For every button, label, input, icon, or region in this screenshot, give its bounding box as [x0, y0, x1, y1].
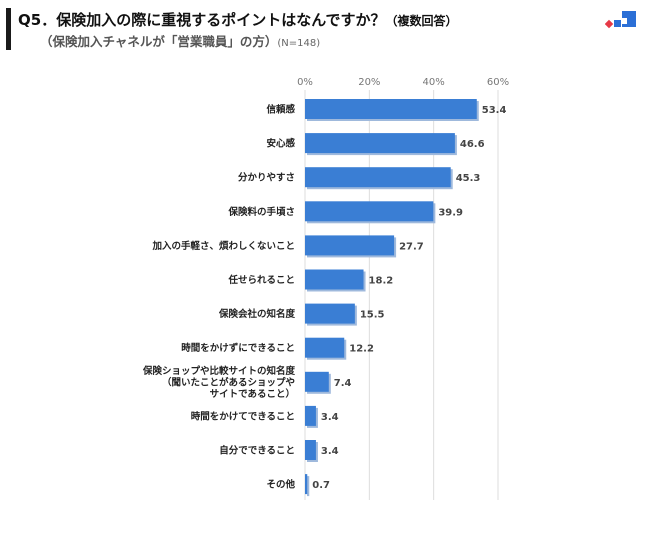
bar	[305, 235, 395, 256]
data-label: 46.6	[460, 139, 485, 150]
question-text: Q5．保険加入の際に重視するポイントはなんですか？	[18, 11, 386, 29]
bar	[305, 474, 308, 495]
bar	[305, 99, 477, 119]
bar	[305, 201, 434, 222]
bar	[305, 337, 345, 358]
category-label: 時間をかけてできること	[191, 410, 295, 422]
category-label: 加入の手軽さ、煩わしくないこと	[151, 240, 295, 252]
data-label: 3.4	[321, 446, 339, 457]
x-tick-label: 0%	[297, 77, 313, 88]
logo-white-notch	[622, 18, 627, 24]
category-label: 時間をかけずにできること	[181, 342, 295, 354]
bar	[305, 269, 364, 290]
bar	[305, 440, 316, 460]
data-label: 7.4	[334, 378, 352, 389]
x-tick-label: 60%	[487, 77, 509, 88]
chart-title: Q5．保険加入の際に重視するポイントはなんですか？（複数回答）	[18, 9, 457, 30]
bar	[305, 133, 455, 154]
category-label: 自分でできること	[219, 445, 295, 457]
chart-subtitle: （保険加入チャネルが「営業職員」の方）(N=148)	[40, 31, 320, 50]
data-label: 15.5	[360, 310, 385, 321]
category-label: 分かりやすさ	[238, 172, 295, 184]
title-accent-bar	[6, 8, 11, 50]
bar	[305, 167, 451, 188]
category-label: その他	[266, 479, 295, 491]
data-label: 45.3	[456, 173, 481, 184]
x-tick-label: 40%	[423, 77, 445, 88]
category-label: 安心感	[266, 138, 295, 150]
data-label: 53.4	[482, 105, 507, 116]
data-label: 0.7	[312, 480, 330, 491]
brand-logo	[605, 11, 636, 29]
question-note: （複数回答）	[385, 14, 458, 28]
bar-shadow	[307, 476, 310, 497]
category-label: （聞いたことがあるショップや	[162, 376, 295, 388]
logo-blue-small	[614, 20, 621, 27]
bar	[305, 371, 329, 392]
category-label: 保険ショップや比較サイトの知名度	[142, 365, 296, 377]
category-label: 保険会社の知名度	[218, 308, 296, 320]
data-label: 27.7	[399, 241, 424, 252]
subtitle-text: （保険加入チャネルが「営業職員」の方）	[40, 34, 278, 49]
x-tick-label: 20%	[358, 77, 380, 88]
bar	[305, 405, 316, 426]
data-label: 12.2	[349, 344, 374, 355]
category-label: 信頼感	[266, 104, 295, 116]
data-label: 3.4	[321, 412, 339, 423]
category-label: 保険料の手頃さ	[227, 206, 295, 218]
data-label: 18.2	[369, 276, 394, 287]
category-label: サイトであること）	[210, 388, 295, 400]
bar	[305, 303, 355, 324]
category-label: 任せられること	[227, 274, 295, 286]
data-label: 39.9	[438, 207, 463, 218]
sample-size: (N=148)	[277, 38, 321, 49]
